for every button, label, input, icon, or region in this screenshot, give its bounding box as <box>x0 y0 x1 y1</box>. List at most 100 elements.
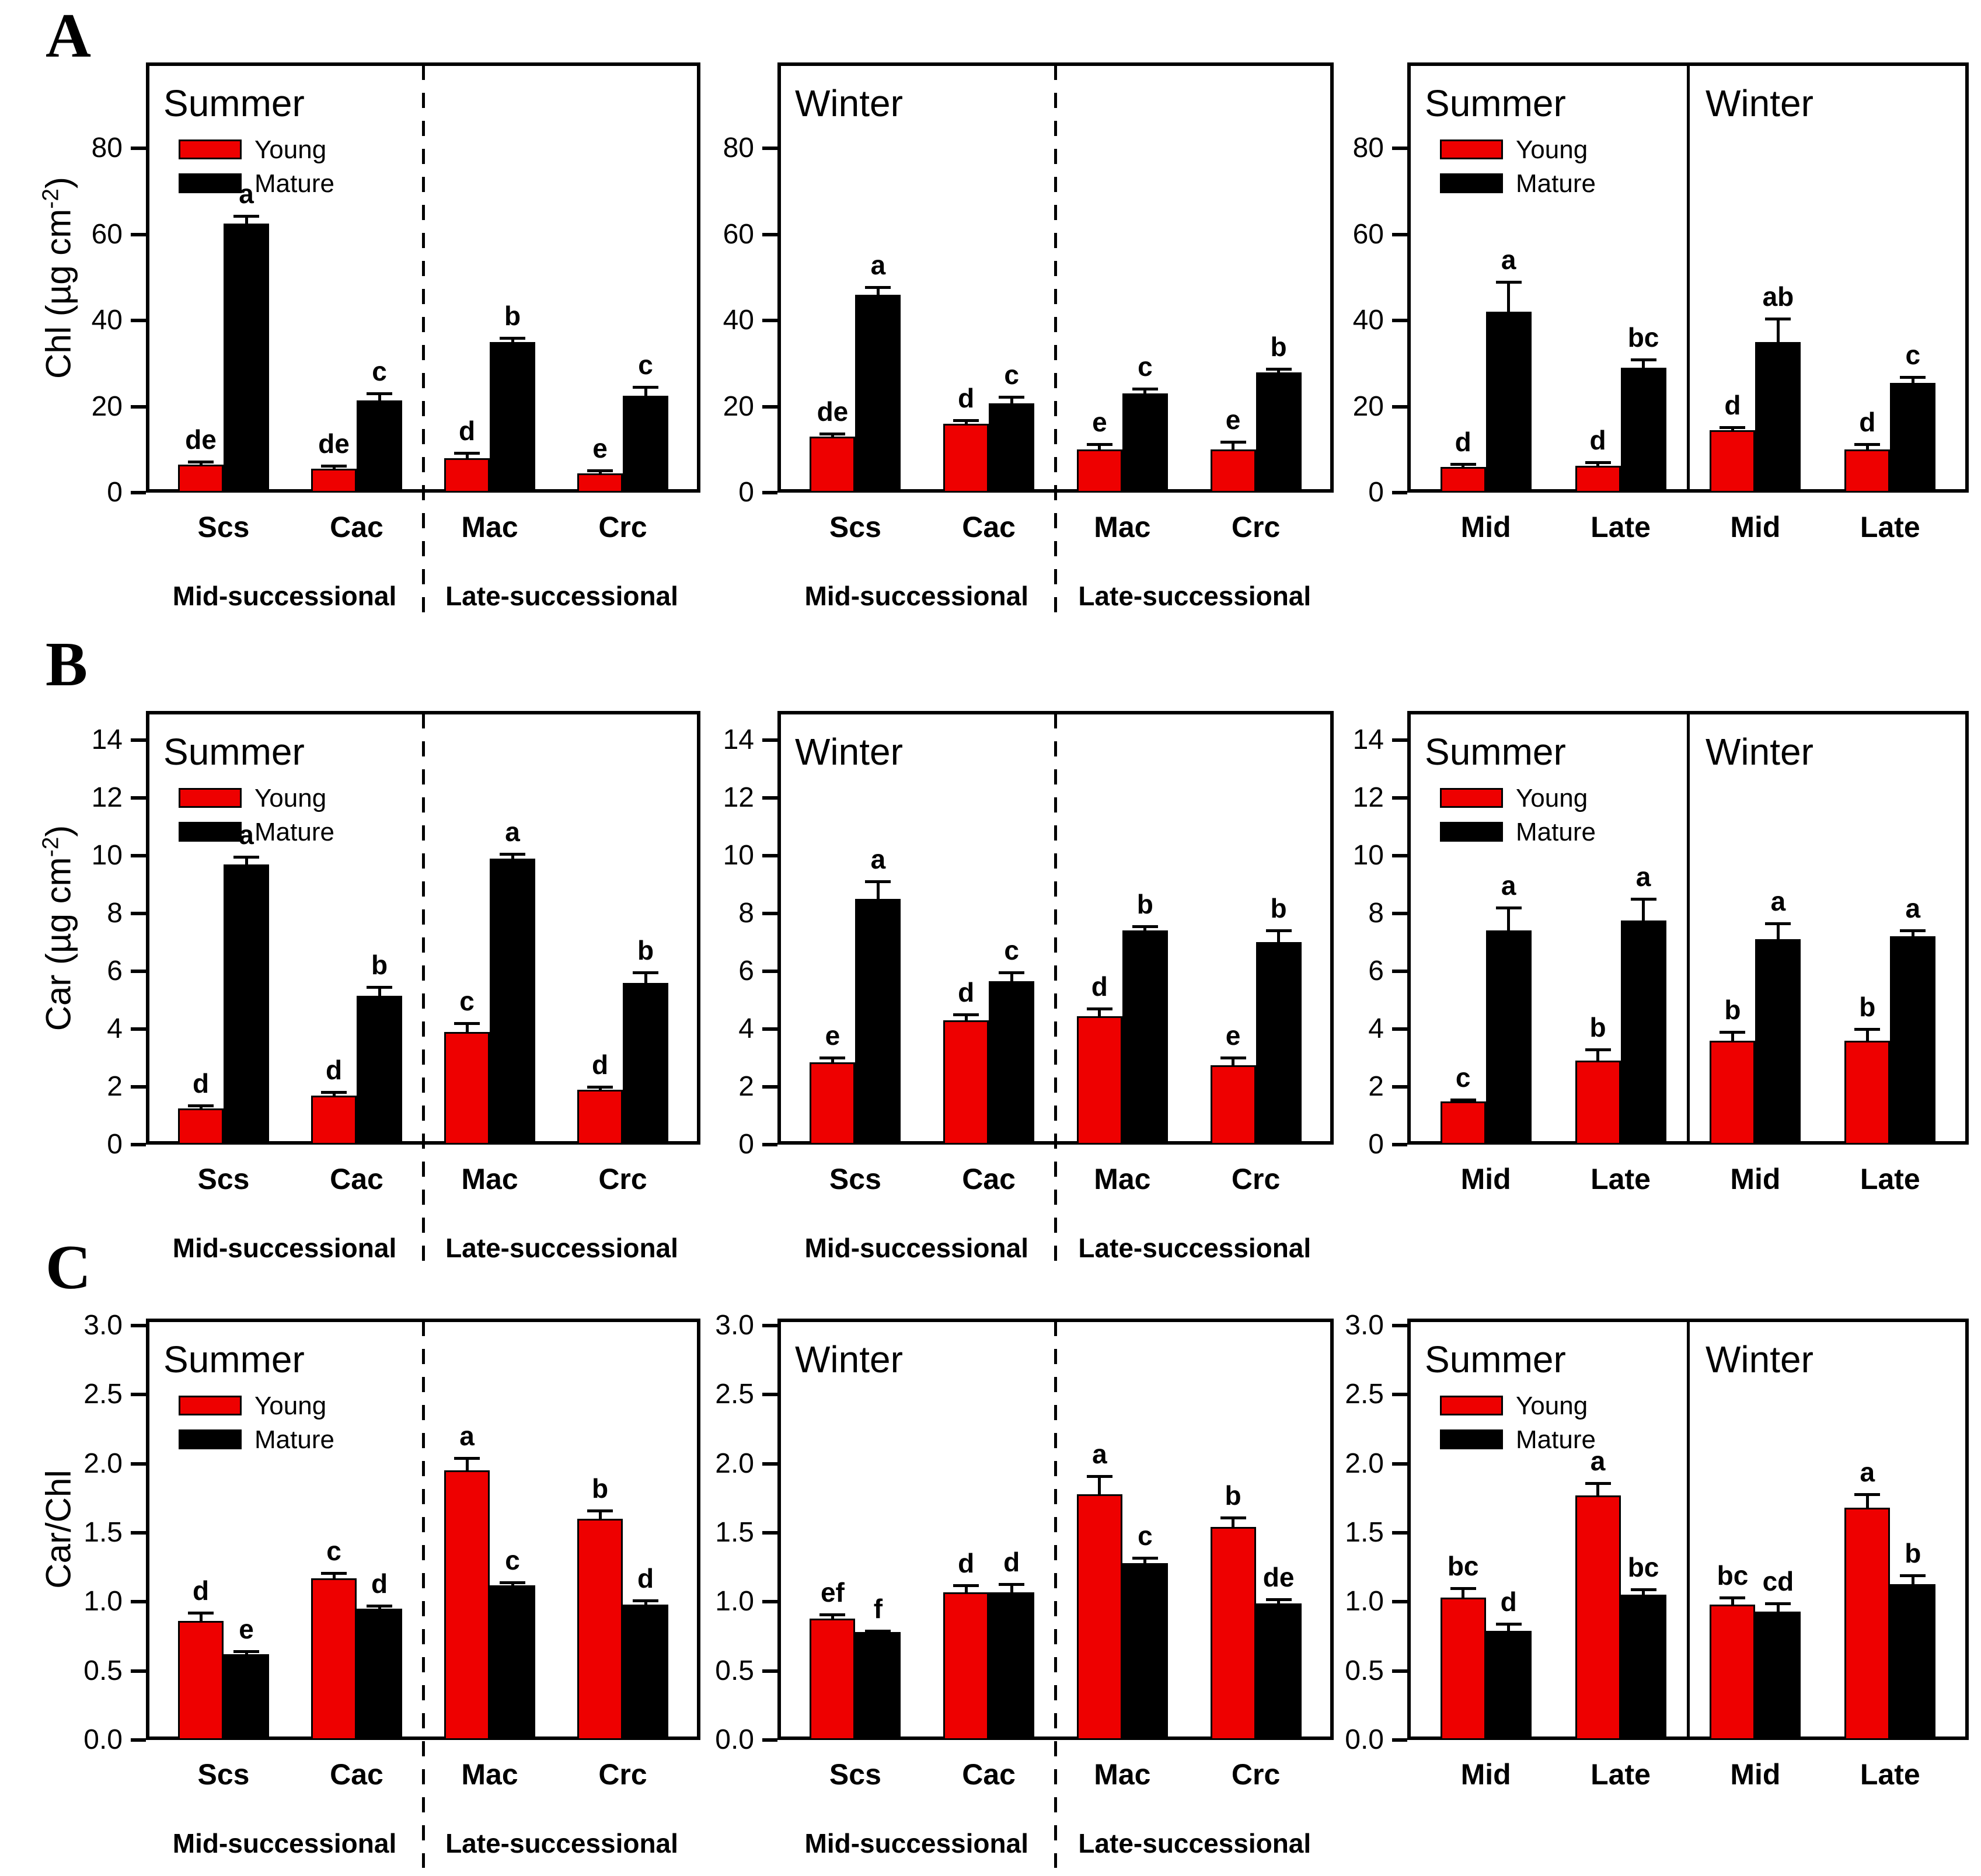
y-tick-label: 0 <box>1368 477 1384 508</box>
y-tick-mark <box>131 232 146 236</box>
group-label: Mid-successional <box>172 1828 397 1858</box>
y-tick-label: 40 <box>91 305 123 336</box>
y-tick-label: 0.5 <box>1345 1655 1384 1686</box>
error-bar-cap <box>1086 443 1112 447</box>
y-tick-mark <box>131 1143 146 1146</box>
legend-swatch-mature <box>179 173 242 193</box>
bar-young-late-B3 <box>1575 1061 1621 1145</box>
legend-label-mature: Mature <box>1516 169 1596 198</box>
bar-young-late-A3 <box>1844 449 1891 493</box>
error-bar-cap <box>1630 358 1656 361</box>
y-tick-label: 80 <box>723 132 754 164</box>
significance-letter: a <box>870 249 886 280</box>
x-category-label: Late <box>1860 511 1920 543</box>
x-category-label: Mid <box>1730 1758 1781 1791</box>
y-tick-mark <box>1392 1669 1407 1673</box>
season-title: Winter <box>1706 731 1813 773</box>
significance-letter: e <box>592 433 608 464</box>
x-category-label: Mid <box>1460 1758 1511 1791</box>
bar-mature-late-B3 <box>1620 920 1666 1145</box>
bar-mature-mac-A2 <box>1122 393 1168 493</box>
y-tick-mark <box>131 1600 146 1604</box>
significance-letter: d <box>958 1547 975 1578</box>
season-title: Summer <box>163 731 305 773</box>
error-bar <box>598 1511 602 1519</box>
legend-label-mature: Mature <box>1516 818 1596 846</box>
legend-label-mature: Mature <box>1516 1425 1596 1454</box>
y-tick-label: 0.0 <box>1345 1724 1384 1755</box>
x-category-label: Crc <box>598 1163 647 1195</box>
y-tick-mark <box>1392 147 1407 151</box>
y-tick-mark <box>131 405 146 409</box>
error-bar <box>1010 1584 1013 1592</box>
y-tick-label: 6 <box>107 955 123 986</box>
significance-letter: d <box>591 1049 609 1080</box>
bar-mature-scs-B2 <box>855 898 901 1145</box>
group-label: Late-successional <box>1078 1233 1312 1263</box>
significance-letter: b <box>591 1473 609 1504</box>
x-category-label: Mac <box>1094 1758 1151 1791</box>
y-tick-label: 1.0 <box>1345 1586 1384 1617</box>
error-bar <box>199 1613 203 1622</box>
significance-letter: ef <box>820 1577 845 1607</box>
significance-letter: e <box>1225 1020 1241 1051</box>
bar-mature-mac-C1 <box>490 1585 535 1740</box>
error-bar <box>831 1058 834 1062</box>
bar-young-cac-B2 <box>943 1020 989 1145</box>
y-tick-label: 80 <box>91 132 123 164</box>
error-bar-cap <box>999 971 1025 975</box>
error-bar-cap <box>819 1613 846 1616</box>
group-label: Late-successional <box>445 1233 678 1263</box>
error-bar-cap <box>454 1021 480 1025</box>
y-tick-label: 20 <box>723 390 754 422</box>
y-tick-label: 0 <box>738 1129 754 1160</box>
bar-mature-mid-C3 <box>1485 1630 1532 1740</box>
error-bar-cap <box>1900 1574 1926 1578</box>
y-tick-label: 1.5 <box>1345 1516 1384 1548</box>
bar-mature-mid-C3 <box>1755 1611 1801 1740</box>
error-bar-cap <box>1585 1048 1611 1051</box>
legend-label-young: Young <box>1516 1392 1588 1420</box>
legend-swatch-young <box>179 140 242 159</box>
significance-letter: c <box>372 356 387 387</box>
error-bar-cap <box>1450 1586 1476 1590</box>
error-bar-cap <box>233 215 259 218</box>
error-bar-cap <box>1450 463 1476 466</box>
bar-young-mid-B3 <box>1710 1040 1756 1145</box>
error-bar <box>245 857 248 864</box>
x-category-label: Cac <box>330 1758 383 1791</box>
bar-young-late-C3 <box>1844 1508 1891 1740</box>
legend-label-young: Young <box>1516 784 1588 813</box>
panel-divider <box>1686 1321 1690 1738</box>
bar-young-crc-B1 <box>577 1089 623 1145</box>
error-bar <box>1507 907 1511 931</box>
y-tick-label: 40 <box>723 305 754 336</box>
y-tick-label: 20 <box>91 390 123 422</box>
x-category-label: Crc <box>1231 511 1281 543</box>
legend-swatch-young <box>179 788 242 808</box>
bar-young-scs-A1 <box>178 465 224 493</box>
significance-letter: d <box>192 1068 210 1099</box>
bar-young-crc-C1 <box>577 1519 623 1740</box>
y-tick-mark <box>131 853 146 857</box>
significance-letter: b <box>504 300 521 331</box>
error-bar <box>1776 318 1780 343</box>
y-tick-mark <box>762 1669 777 1673</box>
y-tick-label: 8 <box>738 897 754 929</box>
bar-young-mid-A3 <box>1440 466 1486 493</box>
y-tick-mark <box>1392 969 1407 973</box>
error-bar <box>1911 930 1914 937</box>
y-tick-label: 2.5 <box>83 1379 123 1410</box>
legend-label-young: Young <box>1516 135 1588 164</box>
bar-young-mac-A1 <box>444 458 490 493</box>
y-tick-label: 0.5 <box>715 1655 754 1686</box>
x-category-label: Late <box>1591 1163 1651 1195</box>
significance-letter: b <box>1859 991 1876 1022</box>
y-tick-mark <box>131 911 146 915</box>
error-bar <box>876 287 880 295</box>
legend-label-mature: Mature <box>254 169 334 198</box>
y-tick-label: 2.5 <box>1345 1379 1384 1410</box>
y-tick-label: 6 <box>738 955 754 986</box>
error-bar <box>1596 462 1600 466</box>
error-bar <box>644 1600 647 1605</box>
